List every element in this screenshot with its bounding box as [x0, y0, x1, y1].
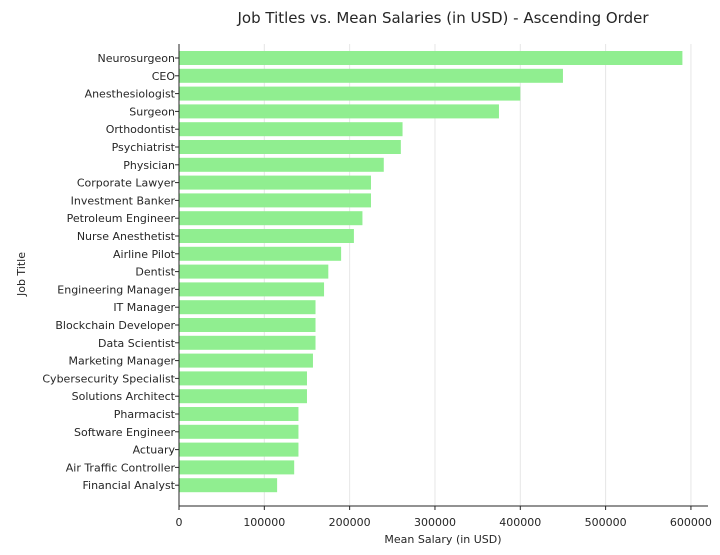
bar [179, 175, 371, 190]
bar [179, 140, 401, 154]
bar [179, 157, 384, 172]
x-tick-labels: 0 100000 200000 300000 400000 500000 600000 [176, 506, 712, 529]
bar [179, 104, 499, 119]
y-axis-label: Job Title [15, 252, 28, 297]
y-tick-label: Marketing Manager [68, 355, 175, 368]
x-axis-label: Mean Salary (in USD) [384, 533, 501, 546]
y-tick-label: Psychiatrist [112, 141, 176, 154]
y-tick-label: Dentist [135, 266, 175, 279]
y-tick-label: Orthodontist [106, 123, 176, 136]
bar [179, 122, 403, 137]
bar [179, 68, 563, 83]
bar [179, 51, 683, 65]
bar [179, 229, 354, 243]
y-tick-label: CEO [152, 70, 176, 83]
bar [179, 211, 363, 226]
bar [179, 335, 316, 350]
bar [179, 300, 316, 315]
y-tick-labels: Neurosurgeon CEO Anesthesiologist Surgeon Or… [42, 52, 179, 492]
bar [179, 442, 299, 457]
bar [179, 424, 299, 439]
bar [179, 282, 325, 297]
grid [178, 44, 692, 506]
y-tick-label: Airline Pilot [113, 248, 176, 261]
y-tick-label: Solutions Architect [72, 390, 176, 403]
y-tick-label: Blockchain Developer [55, 319, 175, 332]
chart-title: Job Titles vs. Mean Salaries (in USD) - … [236, 9, 649, 27]
bar [179, 407, 299, 421]
y-tick-label: Physician [123, 159, 175, 172]
bar [179, 460, 295, 475]
x-tick-label: 200000 [329, 516, 371, 529]
x-tick-label: 600000 [670, 516, 712, 529]
y-tick-label: Petroleum Engineer [67, 212, 176, 225]
bar [179, 86, 521, 101]
bar [179, 389, 307, 404]
axes [178, 44, 708, 507]
y-tick-label: Investment Banker [71, 194, 176, 207]
bar [179, 193, 371, 208]
y-tick-label: Surgeon [129, 105, 175, 118]
y-tick-label: IT Manager [113, 301, 175, 314]
bar [179, 371, 307, 386]
y-tick-label: Engineering Manager [57, 283, 175, 296]
bars [179, 51, 683, 493]
x-tick-label: 100000 [243, 516, 285, 529]
y-tick-label: Air Traffic Controller [66, 461, 176, 474]
x-tick-label: 400000 [499, 516, 541, 529]
x-tick-label: 0 [176, 516, 183, 529]
y-tick-label: Corporate Lawyer [77, 177, 176, 190]
x-tick-label: 500000 [585, 516, 627, 529]
y-tick-label: Pharmacist [114, 408, 176, 421]
y-tick-label: Data Scientist [98, 337, 176, 350]
bar [179, 478, 278, 493]
y-tick-label: Financial Analyst [82, 479, 175, 492]
y-tick-label: Anesthesiologist [85, 88, 176, 101]
y-tick-label: Cybersecurity Specialist [42, 372, 175, 385]
y-tick-label: Nurse Anesthetist [77, 230, 176, 243]
y-tick-label: Actuary [133, 444, 176, 457]
bar [179, 353, 313, 368]
bar [179, 246, 342, 261]
x-tick-label: 300000 [414, 516, 456, 529]
bar [179, 318, 316, 332]
y-tick-label: Software Engineer [74, 426, 175, 439]
y-tick-label: Neurosurgeon [98, 52, 175, 65]
bar [179, 264, 329, 279]
